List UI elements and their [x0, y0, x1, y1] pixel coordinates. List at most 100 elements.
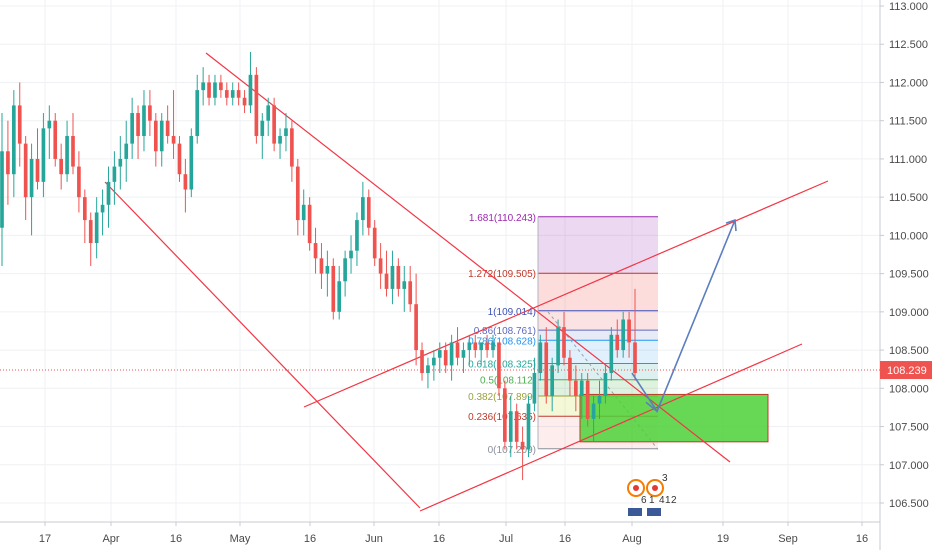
event-marker[interactable]: [627, 479, 645, 497]
candle-body: [224, 90, 229, 98]
candle-body: [248, 74, 253, 106]
candle-body: [77, 166, 81, 198]
us-flag-icon: [628, 508, 642, 516]
candle-body: [384, 273, 389, 289]
candle-body: [355, 220, 359, 251]
candle-body: [53, 120, 58, 159]
price-axis[interactable]: 106.500 107.000 107.500 108.000 108.500 109.0…: [879, 0, 929, 550]
price-tick-label: 110.000: [889, 230, 928, 242]
price-tick-label: 109.000: [889, 307, 929, 319]
candle-body: [124, 143, 129, 159]
fib-level-label: 1.681(110.243): [469, 213, 536, 224]
candle-body: [497, 342, 501, 389]
projection-arrow[interactable]: [631, 219, 737, 413]
candle-body: [473, 342, 478, 351]
candle-body: [112, 166, 117, 182]
fib-band: [538, 340, 658, 364]
candle-body: [503, 388, 507, 442]
candle-body: [272, 105, 276, 144]
candle-body: [295, 166, 300, 221]
candle-body: [11, 105, 16, 175]
candle-body: [508, 411, 513, 442]
fib-level-label: 1.272(109.505): [468, 269, 536, 280]
time-tick-label: 16: [433, 533, 445, 545]
candle-body: [301, 204, 306, 221]
event-count: 4: [659, 495, 665, 506]
candle-body: [195, 90, 200, 136]
candle-body: [219, 82, 223, 91]
candle-body: [378, 258, 383, 274]
candle-body: [325, 265, 330, 274]
candle-body: [396, 265, 401, 289]
candle-body: [59, 158, 63, 175]
candle-body: [148, 105, 152, 121]
candle-body: [609, 334, 614, 374]
candle-body: [319, 258, 324, 274]
candle-body: [290, 128, 294, 167]
candle-body: [408, 281, 413, 305]
channel-line: [205, 52, 731, 463]
time-tick-label: 16: [304, 533, 316, 545]
candle-body: [633, 342, 637, 374]
candle-body: [621, 319, 626, 351]
price-tick-label: 111.500: [889, 116, 927, 128]
price-tick-label: 106.500: [889, 498, 929, 510]
time-tick-label: 17: [39, 533, 51, 545]
candle-body: [106, 181, 111, 205]
candle-body: [337, 281, 342, 312]
candle-body: [366, 197, 371, 228]
trend-channels[interactable]: [104, 52, 829, 512]
candle-body: [597, 395, 602, 404]
candle-body: [177, 143, 182, 175]
time-tick-label: Aug: [622, 533, 642, 545]
candle-body: [88, 220, 93, 244]
event-count: 2: [671, 495, 677, 506]
candle-body: [562, 327, 566, 358]
time-axis[interactable]: 17 Apr 16 May 16 Jun 16 Jul 16 Aug 19 Sep 16: [0, 521, 880, 545]
candle-body: [47, 120, 52, 129]
candle-body: [29, 158, 34, 198]
candle-body: [189, 135, 194, 190]
candle-body: [307, 204, 312, 244]
candle-body: [538, 342, 543, 374]
fib-level-label: 1(109.014): [488, 307, 536, 318]
candle-body: [585, 380, 590, 419]
fib-level-label: 0.5(108.112): [480, 376, 536, 387]
candle-body: [65, 135, 69, 175]
fib-band: [538, 379, 658, 397]
fib-level-label: 0(107.209): [488, 445, 536, 456]
last-price-badge: [880, 361, 932, 380]
candle-body: [603, 373, 608, 396]
candle-body: [390, 265, 395, 289]
event-dot-icon: [652, 485, 658, 491]
event-count: 3: [662, 473, 668, 484]
candle-body: [520, 441, 525, 450]
candle-body: [532, 373, 537, 404]
price-tick-label: 108.000: [889, 383, 929, 395]
candle-body: [6, 151, 10, 175]
candle-body: [183, 174, 188, 190]
price-tick-label: 112.500: [889, 39, 928, 51]
event-markers[interactable]: 36 1 4 1 2: [627, 473, 677, 516]
candle-body: [514, 411, 519, 442]
candle-body: [443, 350, 448, 366]
fib-level-label: 0.786(108.628): [468, 336, 536, 347]
candle-body: [35, 158, 40, 182]
candle-body: [142, 105, 146, 136]
candle-body: [23, 143, 28, 198]
candle-body: [550, 365, 555, 396]
projection-arrowhead-down: [645, 398, 663, 413]
fib-band: [538, 273, 658, 311]
price-tick-label: 111.000: [889, 154, 927, 166]
event-marker[interactable]: [646, 479, 664, 497]
candle-body: [544, 342, 549, 396]
candle-body: [260, 120, 265, 136]
candle-body: [449, 342, 454, 366]
price-tick-label: 109.500: [889, 269, 929, 281]
channel-line: [419, 343, 803, 512]
fib-band: [538, 330, 658, 341]
fib-level-label: 0.236(107.635): [468, 412, 536, 423]
candle-body: [213, 82, 217, 98]
price-tick-label: 112.000: [889, 77, 928, 89]
